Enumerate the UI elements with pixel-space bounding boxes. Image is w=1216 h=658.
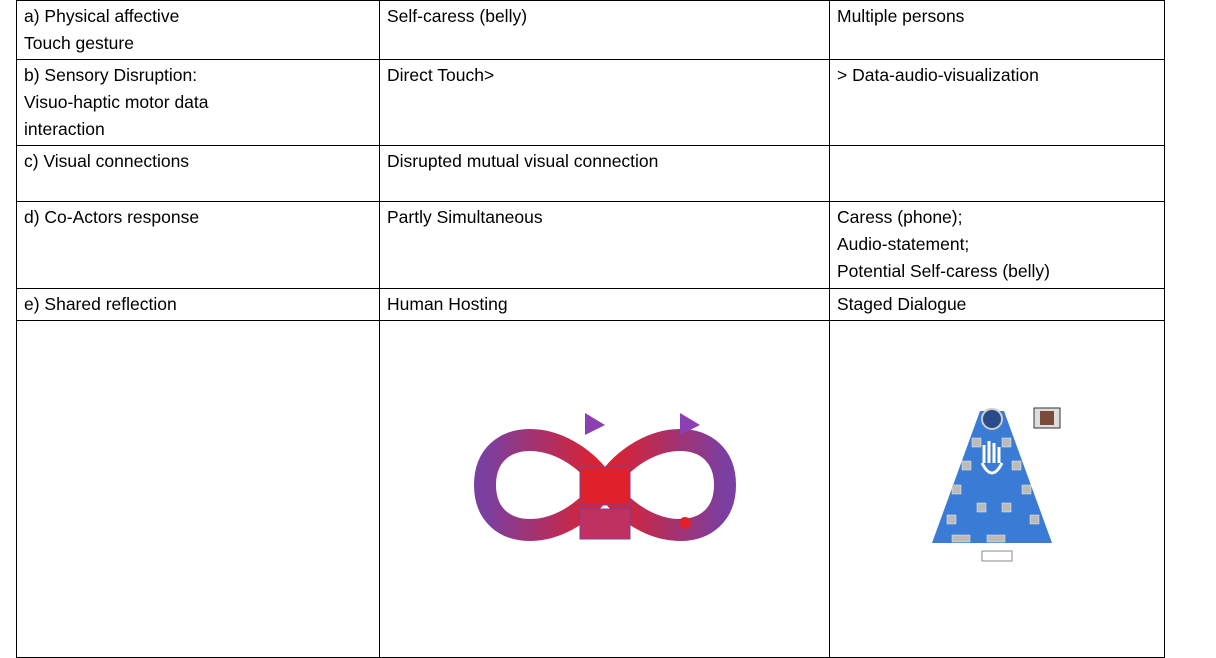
case-title-cell: [16, 320, 380, 658]
phone-face: [1040, 410, 1054, 425]
hand: [980, 440, 1004, 474]
table-cell: Direct Touch>: [379, 59, 830, 146]
table-row: c) Visual connections Disrupted mutual vi…: [16, 145, 1165, 202]
page: a) Physical affective Touch gesture Self-c…: [16, 0, 1165, 658]
table-cell: Staged Dialogue: [829, 288, 1165, 321]
head: [981, 407, 1003, 430]
table-cell: a) Physical affective Touch gesture: [16, 0, 380, 60]
cell-line: Staged Dialogue: [837, 294, 967, 314]
table-cell: d) Co-Actors response: [16, 201, 380, 289]
table-cell: > Data-audio-visualization: [829, 59, 1165, 146]
loop-diagram: [473, 413, 736, 541]
veil-cell: [829, 320, 1165, 658]
question: [678, 517, 691, 529]
table-cell: b) Sensory Disruption: Visuo-haptic motor…: [16, 59, 380, 146]
cell-line: Human Hosting: [387, 294, 508, 314]
case-row: [16, 320, 1165, 658]
table-cell: Caress (phone); Audio-statement; Potential…: [829, 201, 1165, 289]
table-row: d) Co-Actors response Partly Simultaneous…: [16, 201, 1165, 289]
table-cell: Self-caress (belly): [379, 0, 830, 60]
cell-line: Audio-statement;: [837, 234, 970, 254]
cell-line: b) Sensory Disruption:: [24, 65, 198, 85]
cell-line: Disrupted mutual visual connection: [387, 151, 659, 171]
loop-cell: [379, 320, 830, 658]
cell-line: Self-caress (belly): [387, 6, 528, 26]
table-row: e) Shared reflection Human Hosting Staged …: [16, 288, 1165, 321]
veil-diagram: [932, 407, 1061, 561]
table-row: b) Sensory Disruption: Visuo-haptic motor…: [16, 59, 1165, 146]
table-cell: Disrupted mutual visual connection: [379, 145, 830, 202]
cell-line: e) Shared reflection: [24, 294, 177, 314]
table: a) Physical affective Touch gesture Self-c…: [16, 0, 1165, 658]
cell-line: Multiple persons: [837, 6, 965, 26]
cell-line: interaction: [24, 119, 105, 139]
cell-line: Potential Self-caress (belly): [837, 261, 1050, 281]
cell-line: Visuo-haptic motor data: [24, 92, 209, 112]
table-cell: Human Hosting: [379, 288, 830, 321]
cell-line: Caress (phone);: [837, 207, 963, 227]
veil: [932, 410, 1052, 543]
center-box: [579, 466, 630, 506]
cell-line: a) Physical affective: [24, 6, 180, 26]
table-row: a) Physical affective Touch gesture Self-c…: [16, 0, 1165, 60]
arrow: [584, 413, 605, 435]
cell-line: d) Co-Actors response: [24, 207, 200, 227]
table-cell: [829, 145, 1165, 202]
table-cell: Multiple persons: [829, 0, 1165, 60]
cell-line: c) Visual connections: [24, 151, 190, 171]
table-cell: e) Shared reflection: [16, 288, 380, 321]
center-box: [579, 508, 630, 540]
server-box: [981, 550, 1013, 561]
cell-line: > Data-audio-visualization: [837, 65, 1039, 85]
arrow: [679, 413, 700, 435]
cell-line: Direct Touch>: [387, 65, 495, 85]
cell-line: Partly Simultaneous: [387, 207, 543, 227]
table-cell: Partly Simultaneous: [379, 201, 830, 289]
cell-line: Touch gesture: [24, 33, 134, 53]
table-cell: c) Visual connections: [16, 145, 380, 202]
